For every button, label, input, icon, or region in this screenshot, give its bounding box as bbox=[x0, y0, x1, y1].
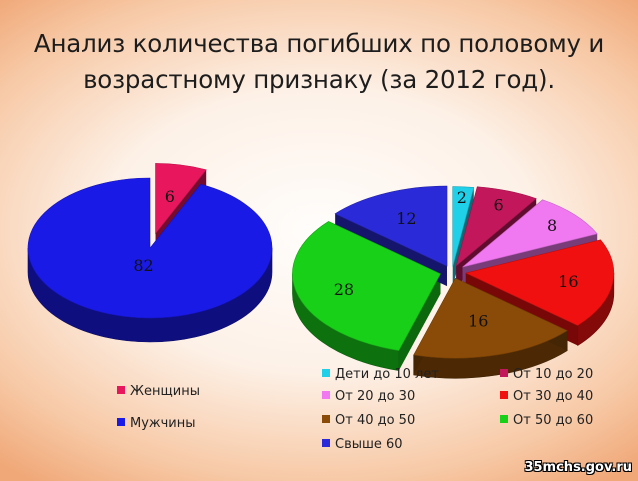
pie-slice-label: 2 bbox=[457, 188, 467, 207]
legend-label: Свыше 60 bbox=[335, 437, 403, 452]
pie-slice-label: 12 bbox=[396, 209, 416, 228]
gender-pie-chart: 6 82 bbox=[27, 163, 273, 343]
legend-swatch bbox=[117, 386, 125, 394]
pie-slice-label: 6 bbox=[165, 187, 175, 206]
legend-swatch bbox=[500, 415, 508, 423]
pie-slice-label: 8 bbox=[547, 216, 557, 235]
chart-title-line-1: Анализ количества погибших по половому и bbox=[33, 29, 605, 58]
legend-label: От 50 до 60 bbox=[513, 413, 593, 428]
legend-swatch bbox=[117, 418, 125, 426]
legend-label: От 40 до 50 bbox=[335, 413, 415, 428]
pie-slice-label: 16 bbox=[558, 272, 578, 291]
pie-slice-label: 16 bbox=[468, 311, 488, 330]
legend-swatch bbox=[322, 369, 330, 377]
legend-swatch bbox=[500, 391, 508, 399]
pie-slice-face bbox=[398, 273, 441, 371]
legend-swatch bbox=[500, 369, 508, 377]
pie-slice bbox=[334, 185, 448, 267]
pie-slice bbox=[155, 163, 207, 235]
pie-slice bbox=[27, 177, 273, 319]
pie-slice bbox=[452, 186, 475, 267]
legend-label: Дети до 10 лет bbox=[335, 367, 439, 382]
chart-title: Анализ количества погибших по половому и… bbox=[0, 26, 638, 98]
pie-slice-label: 82 bbox=[133, 256, 153, 275]
legend-label: От 30 до 40 bbox=[513, 389, 593, 404]
pie-slice-label: 6 bbox=[494, 195, 504, 214]
legend-swatch bbox=[322, 415, 330, 423]
watermark: 35mchs.gov.ru bbox=[524, 460, 632, 475]
pie-slice bbox=[413, 277, 568, 359]
pie-slice bbox=[464, 239, 615, 326]
gender-legend: Женщины Мужчины bbox=[117, 384, 200, 431]
legend-swatch bbox=[322, 439, 330, 447]
pie-slice bbox=[462, 199, 598, 268]
legend-swatch bbox=[322, 391, 330, 399]
legend-label: Женщины bbox=[130, 384, 200, 399]
pie-slice bbox=[292, 221, 441, 351]
legend-label: От 10 до 20 bbox=[513, 367, 593, 382]
chart-title-line-2: возрастному признаку (за 2012 год). bbox=[83, 65, 555, 94]
age-pie-chart: 2 6 8 16 16 28 12 bbox=[292, 185, 615, 379]
legend-label: Мужчины bbox=[130, 416, 196, 431]
legend-label: От 20 до 30 bbox=[335, 389, 415, 404]
pie-slice-label: 28 bbox=[334, 280, 354, 299]
age-legend: Дети до 10 лет От 10 до 20 От 20 до 30 От 3… bbox=[322, 367, 593, 452]
pie-slice bbox=[455, 186, 537, 267]
